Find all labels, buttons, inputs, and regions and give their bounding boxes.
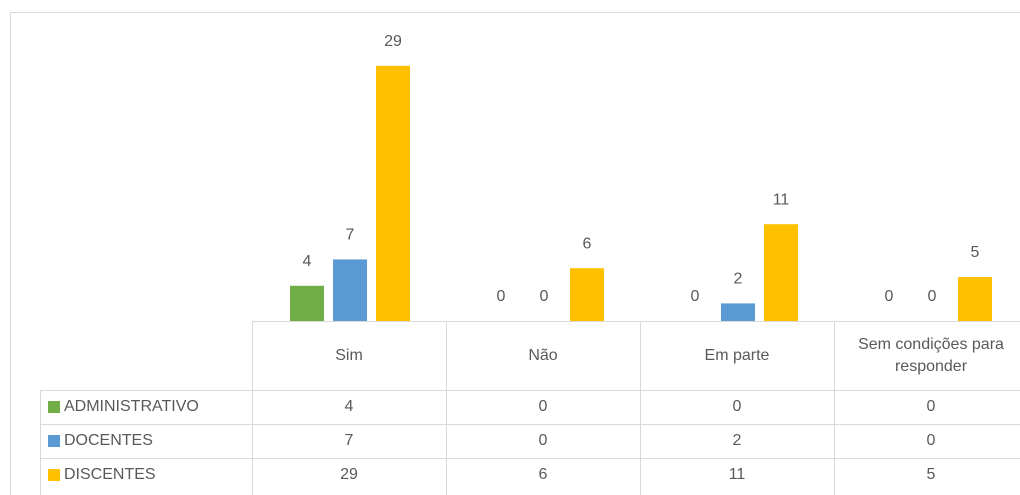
table-value: 11 <box>728 466 746 483</box>
data-label: 0 <box>691 288 700 305</box>
legend-key <box>48 469 60 481</box>
bar <box>958 277 992 321</box>
table-value: 0 <box>538 432 548 449</box>
legend-label: DOCENTES <box>64 432 153 449</box>
category-label: Não <box>528 346 558 364</box>
data-label: 29 <box>384 33 402 50</box>
category-label: Sem condições para responder <box>858 335 1004 375</box>
data-label: 7 <box>346 227 355 244</box>
legend-key <box>48 435 60 447</box>
table-value: 2 <box>732 432 742 449</box>
table-value: 0 <box>732 398 742 415</box>
data-label: 11 <box>773 191 790 208</box>
table-value: 29 <box>340 466 358 483</box>
table-value: 5 <box>926 466 936 483</box>
legend-entry: DISCENTES <box>40 458 252 492</box>
bar <box>764 224 798 321</box>
table-value: 4 <box>344 398 354 415</box>
data-label: 0 <box>885 288 894 305</box>
table-value: 6 <box>538 466 548 483</box>
data-label: 0 <box>928 288 937 305</box>
bar <box>333 259 367 321</box>
legend-key <box>48 401 60 413</box>
category-label: Sim <box>335 346 363 364</box>
legend-label: DISCENTES <box>64 466 156 483</box>
table-value: 0 <box>926 432 936 449</box>
data-label: 6 <box>583 235 592 252</box>
bar <box>721 303 755 321</box>
data-label: 0 <box>540 288 549 305</box>
data-label: 4 <box>303 253 312 270</box>
table-value: 0 <box>538 398 548 415</box>
category-label: Em parte <box>704 346 770 364</box>
data-label: 2 <box>734 271 743 288</box>
bar <box>290 285 324 321</box>
data-label: 5 <box>971 244 980 261</box>
table-value: 0 <box>926 398 936 415</box>
chart-border <box>10 12 1020 495</box>
table-value: 7 <box>344 432 354 449</box>
legend-entry: DOCENTES <box>40 424 252 458</box>
bar <box>570 268 604 321</box>
legend-label: ADMINISTRATIVO <box>64 398 199 415</box>
data-label: 0 <box>497 288 506 305</box>
legend-entry: ADMINISTRATIVO <box>40 390 252 424</box>
bar <box>376 65 410 321</box>
